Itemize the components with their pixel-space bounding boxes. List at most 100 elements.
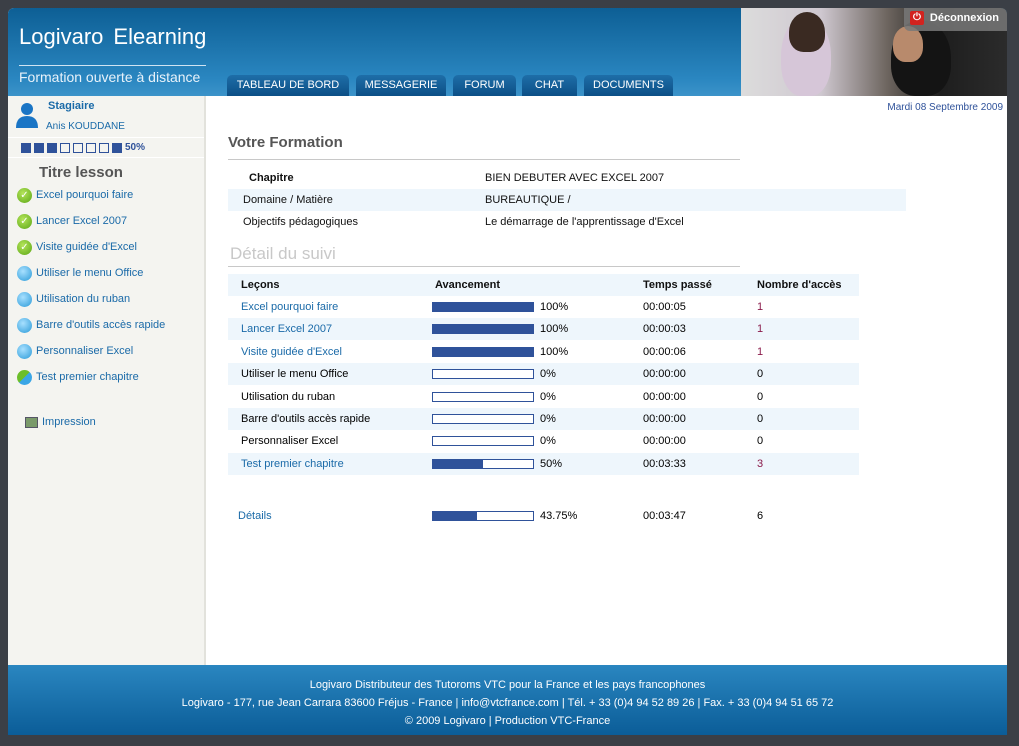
logo[interactable]: Logivaro Elearning <box>19 24 206 50</box>
progress-percent: 50% <box>540 457 563 470</box>
col-temps: Temps passé <box>643 279 712 291</box>
progress-percent: 0% <box>540 413 556 425</box>
print-link[interactable]: Impression <box>25 416 96 428</box>
access-count: 3 <box>757 457 764 470</box>
lesson-link[interactable]: Test premier chapitre <box>241 457 344 470</box>
tab-chat[interactable]: CHAT <box>522 75 577 96</box>
formation-key: Chapitre <box>249 172 294 184</box>
logout-button[interactable]: ⏻ Déconnexion <box>903 8 1007 31</box>
lesson-link[interactable]: Excel pourquoi faire <box>241 301 339 313</box>
progress-square <box>60 143 70 153</box>
progress-bar <box>432 324 534 335</box>
progress-fill <box>433 347 533 356</box>
progress-bar <box>432 302 534 312</box>
progress-bar <box>432 511 534 521</box>
progress-percent: 0% <box>540 368 556 381</box>
formation-value: BUREAUTIQUE / <box>485 194 571 206</box>
table-row: Excel pourquoi faire 100% 00:00:05 1 <box>228 296 859 318</box>
lesson-name: Utilisation du ruban <box>241 390 336 403</box>
time-spent: 00:00:00 <box>643 435 686 448</box>
progress-percent: 0% <box>540 390 556 403</box>
lesson-label: Barre d'outils accès rapide <box>36 319 166 331</box>
progress-square <box>73 143 83 153</box>
photo-woman-hair <box>789 12 825 52</box>
time-spent: 00:00:00 <box>643 413 686 425</box>
sidebar-lesson-item[interactable]: Utiliser le menu Office <box>17 265 143 281</box>
circle-icon <box>17 343 32 359</box>
access-count: 1 <box>757 323 764 336</box>
printer-icon <box>25 416 38 428</box>
lesson-title: Titre lesson <box>39 164 123 181</box>
progress-fill <box>433 459 483 468</box>
time-spent: 00:00:03 <box>643 323 686 336</box>
logo-divider <box>19 65 206 66</box>
formation-row: Objectifs pédagogiques Le démarrage de l'… <box>228 211 906 233</box>
tab-documents[interactable]: DOCUMENTS <box>584 75 673 96</box>
check-circle-icon: ✓ <box>17 239 32 255</box>
sidebar-lesson-item[interactable]: ✓ Lancer Excel 2007 <box>17 213 127 229</box>
sidebar-lesson-item[interactable]: Test premier chapitre <box>17 369 139 385</box>
lesson-label: Excel pourquoi faire <box>36 189 134 201</box>
table-row: Détails 43.75% 00:03:47 6 <box>228 505 859 527</box>
lesson-label: Utiliser le menu Office <box>36 267 144 279</box>
progress-label: 50% <box>125 142 146 153</box>
tab-messagerie[interactable]: MESSAGERIE <box>356 75 446 96</box>
lesson-name: Utiliser le menu Office <box>241 368 349 381</box>
progress-percent: 0% <box>540 435 556 448</box>
lesson-link[interactable]: Lancer Excel 2007 <box>241 323 333 336</box>
access-count: 6 <box>757 510 764 522</box>
sidebar-lesson-item[interactable]: ✓ Visite guidée d'Excel <box>17 239 137 255</box>
progress-bar <box>432 391 534 402</box>
tab-forum[interactable]: FORUM <box>453 75 516 96</box>
formation-row: Domaine / Matière BUREAUTIQUE / <box>228 189 906 211</box>
progress-bar <box>432 436 534 447</box>
time-spent: 00:00:06 <box>643 345 686 358</box>
check-circle-icon: ✓ <box>17 213 32 229</box>
table-row: Visite guidée d'Excel 100% 00:00:06 1 <box>228 341 859 363</box>
table-row: Lancer Excel 2007 100% 00:00:03 1 <box>228 318 859 341</box>
progress-square <box>86 143 96 153</box>
progress-bar <box>432 458 534 469</box>
current-date: Mardi 08 Septembre 2009 <box>887 102 1003 113</box>
sidebar-lesson-item[interactable]: Personnaliser Excel <box>17 343 133 359</box>
user-icon <box>16 103 38 128</box>
user-name: Anis KOUDDANE <box>46 121 125 132</box>
header: Logivaro Elearning Formation ouverte à di… <box>8 8 1007 96</box>
time-spent: 00:03:47 <box>643 510 686 522</box>
access-count: 1 <box>757 301 764 313</box>
progress-percent: 100% <box>540 301 569 313</box>
lesson-label: Visite guidée d'Excel <box>36 241 137 253</box>
progress-percent: 100% <box>540 345 569 358</box>
col-avancement: Avancement <box>435 279 501 291</box>
brand-name: Logivaro <box>19 24 104 49</box>
sidebar-lesson-item[interactable]: Barre d'outils accès rapide <box>17 317 165 333</box>
col-lecons: Leçons <box>241 279 280 291</box>
table-row: Utiliser le menu Office 0% 00:00:00 0 <box>228 363 859 386</box>
progress-square <box>99 143 109 153</box>
tab-tableau-de-bord[interactable]: TABLEAU DE BORD <box>227 75 349 96</box>
lesson-name: Barre d'outils accès rapide <box>241 413 371 425</box>
progress-bar <box>432 414 534 424</box>
progress-square <box>47 143 57 153</box>
power-icon: ⏻ <box>909 11 924 25</box>
footer-line-3: © 2009 Logivaro | Production VTC-France <box>404 715 611 727</box>
table-row: Personnaliser Excel 0% 00:00:00 0 <box>228 430 859 452</box>
lesson-link[interactable]: Détails <box>238 510 272 522</box>
table-row: Test premier chapitre 50% 00:03:33 3 <box>228 452 859 475</box>
access-count: 0 <box>757 368 764 381</box>
formation-value: Le démarrage de l'apprentissage d'Excel <box>485 216 684 228</box>
circle-icon <box>17 291 32 307</box>
half-done-icon <box>17 369 32 385</box>
progress-square <box>21 143 31 153</box>
formation-title: Votre Formation <box>228 134 343 151</box>
circle-icon <box>17 265 32 281</box>
col-acces: Nombre d'accès <box>757 279 842 291</box>
tagline: Formation ouverte à distance <box>19 69 201 85</box>
sidebar-lesson-item[interactable]: ✓ Excel pourquoi faire <box>17 187 133 203</box>
footer-line-2: Logivaro - 177, rue Jean Carrara 83600 F… <box>181 697 834 709</box>
lesson-link[interactable]: Visite guidée d'Excel <box>241 345 342 358</box>
time-spent: 00:00:00 <box>643 368 686 381</box>
main-content: Mardi 08 Septembre 2009 Votre Formation … <box>206 96 1007 665</box>
sidebar-lesson-item[interactable]: Utilisation du ruban <box>17 291 130 307</box>
progress-square <box>34 143 44 153</box>
